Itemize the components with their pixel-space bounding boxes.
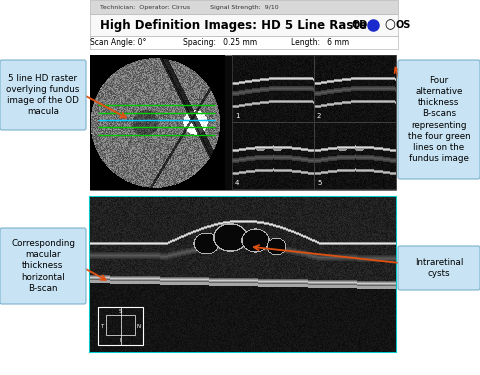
Bar: [232, 122, 314, 189]
Bar: [90, 36, 398, 49]
Bar: [106, 315, 135, 335]
Text: 1: 1: [235, 113, 240, 119]
Text: Length:   6 mm: Length: 6 mm: [291, 38, 349, 47]
Text: I: I: [120, 338, 121, 343]
Text: Scan Angle: 0°: Scan Angle: 0°: [90, 38, 146, 47]
FancyBboxPatch shape: [0, 60, 86, 130]
Text: High Definition Images: HD 5 Line Raster: High Definition Images: HD 5 Line Raster: [100, 18, 373, 32]
Text: Spacing:   0.25 mm: Spacing: 0.25 mm: [183, 38, 257, 47]
Text: Technician:  Operator: Cirrus          Signal Strength:  9/10: Technician: Operator: Cirrus Signal Stre…: [100, 4, 278, 9]
Text: OD: OD: [352, 20, 368, 30]
Text: 5 line HD raster
overlying fundus
image of the OD
macula: 5 line HD raster overlying fundus image …: [6, 74, 80, 116]
Text: T: T: [100, 324, 103, 328]
Text: 2: 2: [317, 113, 322, 119]
Bar: [90, 0, 398, 14]
Text: ○: ○: [384, 18, 395, 32]
Bar: [314, 122, 396, 189]
FancyBboxPatch shape: [398, 60, 480, 179]
Bar: [90, 197, 396, 352]
Text: Four
alternative
thickness
B-scans
representing
the four green
lines on the
fund: Four alternative thickness B-scans repre…: [408, 76, 470, 163]
FancyBboxPatch shape: [398, 246, 480, 290]
Bar: [90, 14, 398, 36]
Text: Corresponding
macular
thickness
horizontal
B-scan: Corresponding macular thickness horizont…: [11, 239, 75, 293]
Text: N: N: [137, 324, 141, 328]
Bar: [232, 55, 314, 122]
Bar: [98, 307, 143, 345]
Text: 4: 4: [235, 180, 240, 186]
Bar: [90, 55, 396, 190]
Text: S: S: [119, 309, 122, 314]
Text: OS: OS: [395, 20, 410, 30]
Text: 5: 5: [317, 180, 322, 186]
FancyBboxPatch shape: [0, 228, 86, 304]
Text: Intraretinal
cysts: Intraretinal cysts: [415, 258, 463, 278]
Bar: [314, 55, 396, 122]
